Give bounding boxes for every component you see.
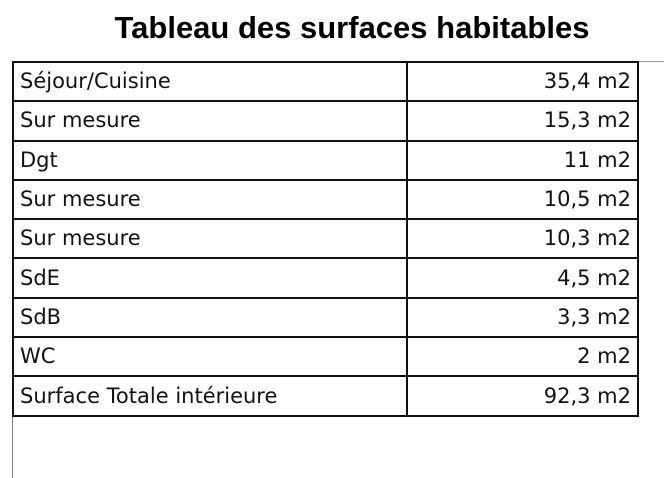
total-row: Surface Totale intérieure 92,3 m2 [12, 375, 639, 417]
table-row: Sur mesure 10,5 m2 [12, 178, 639, 221]
room-name-cell: Sur mesure [12, 218, 408, 260]
table-row: Sur mesure 10,3 m2 [12, 218, 639, 260]
table-row: Sur mesure 15,3 m2 [12, 100, 639, 142]
room-name-cell: WC [12, 336, 408, 378]
area-cell: 10,3 m2 [406, 218, 639, 260]
room-name-cell: Sur mesure [12, 178, 408, 221]
surface-table: Séjour/Cuisine 35,4 m2 Sur mesure 15,3 m2 Dg… [12, 60, 639, 417]
area-cell: 92,3 m2 [406, 375, 639, 417]
table-row: Dgt 11 m2 [12, 139, 639, 181]
page-title: Tableau des surfaces habitables [114, 10, 590, 45]
room-name-cell: Séjour/Cuisine [12, 60, 408, 103]
area-cell: 11 m2 [406, 139, 639, 181]
room-name-cell: Sur mesure [12, 100, 408, 142]
area-cell: 3,3 m2 [406, 296, 639, 339]
area-cell: 35,4 m2 [406, 60, 639, 103]
table-row: Séjour/Cuisine 35,4 m2 [12, 60, 639, 103]
area-cell: 10,5 m2 [406, 178, 639, 221]
room-name-cell: Dgt [12, 139, 408, 181]
table-row: SdB 3,3 m2 [12, 296, 639, 339]
area-cell: 15,3 m2 [406, 100, 639, 142]
area-cell: 2 m2 [406, 336, 639, 378]
divider-line [638, 61, 664, 62]
area-cell: 4,5 m2 [406, 257, 639, 299]
table-row: WC 2 m2 [12, 336, 639, 378]
room-name-cell: SdB [12, 296, 408, 339]
table-row: SdE 4,5 m2 [12, 257, 639, 299]
room-name-cell: SdE [12, 257, 408, 299]
room-name-cell: Surface Totale intérieure [12, 375, 408, 417]
